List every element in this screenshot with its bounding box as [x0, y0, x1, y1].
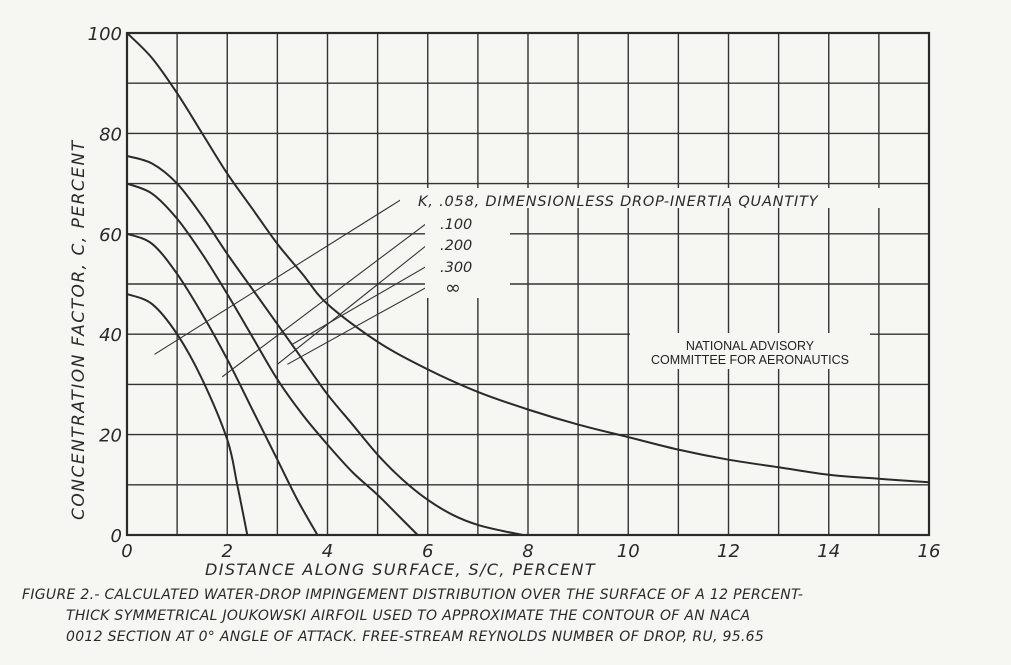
- x-tick-label: 8: [522, 541, 533, 562]
- curve-k-.300: [126, 155, 524, 536]
- x-axis-label: DISTANCE ALONG SURFACE, S/C, PERCENT: [205, 560, 596, 579]
- legend-label-058: K, .058, DIMENSIONLESS DROP-INERTIA QUAN…: [418, 194, 819, 210]
- legend-label-200: .200: [440, 238, 472, 254]
- x-tick-label: 16: [918, 541, 941, 562]
- figure-caption: FIGURE 2.- CALCULATED WATER-DROP IMPINGE…: [22, 585, 1002, 648]
- leader-line-.100: [221, 222, 437, 378]
- x-tick-label: 14: [817, 541, 840, 562]
- naca-stamp-line2: COMMITTEE FOR AERONAUTICS: [651, 353, 849, 367]
- naca-stamp-line1: NATIONAL ADVISORY: [686, 339, 815, 353]
- curve-k-.100: [126, 232, 319, 536]
- y-tick-label: 20: [99, 426, 122, 447]
- curves: [126, 32, 930, 536]
- x-tick-label: 10: [617, 541, 640, 562]
- grid: [127, 33, 929, 535]
- x-tick-labels: 0 2 4 6 8 10 12 14 16: [121, 541, 940, 562]
- caption-line-1: FIGURE 2.- CALCULATED WATER-DROP IMPINGE…: [22, 587, 804, 603]
- y-tick-labels: 0 20 40 60 80 100: [88, 24, 122, 547]
- curve-k-∞: [126, 32, 930, 484]
- curve-k-.058: [126, 293, 249, 536]
- y-tick-label: 40: [99, 325, 122, 346]
- legend-background: [400, 188, 905, 208]
- x-tick-label: 2: [222, 541, 233, 562]
- legend-leader-lines: [154, 198, 437, 378]
- x-tick-label: 4: [322, 541, 333, 562]
- legend-label-infinity: ∞: [445, 277, 461, 299]
- plot-frame: [125, 31, 931, 537]
- legend-values-background: [425, 208, 510, 298]
- y-tick-label: 100: [88, 24, 122, 45]
- naca-stamp-background: [630, 333, 870, 369]
- y-tick-label: 80: [99, 124, 122, 145]
- y-tick-label: 60: [99, 225, 122, 246]
- leader-line-∞: [287, 286, 437, 365]
- chart: 0 20 40 60 80 100 0 2 4 6 8 10 12 14 16 CONCENTRATION…: [69, 24, 940, 579]
- legend-label-100: .100: [440, 217, 472, 233]
- curve-k-.200: [126, 182, 419, 536]
- x-tick-label: 12: [717, 541, 740, 562]
- legend-label-300: .300: [440, 260, 472, 276]
- x-tick-label: 6: [422, 541, 433, 562]
- caption-line-3: 0012 SECTION AT 0° ANGLE OF ATTACK. FREE…: [66, 629, 765, 645]
- y-tick-label: 0: [111, 526, 122, 547]
- y-axis-label: CONCENTRATION FACTOR, C, PERCENT: [69, 139, 89, 520]
- x-tick-label: 0: [121, 541, 132, 562]
- leader-line-.200: [277, 244, 437, 365]
- caption-line-2: THICK SYMMETRICAL JOUKOWSKI AIRFOIL USED…: [66, 608, 751, 624]
